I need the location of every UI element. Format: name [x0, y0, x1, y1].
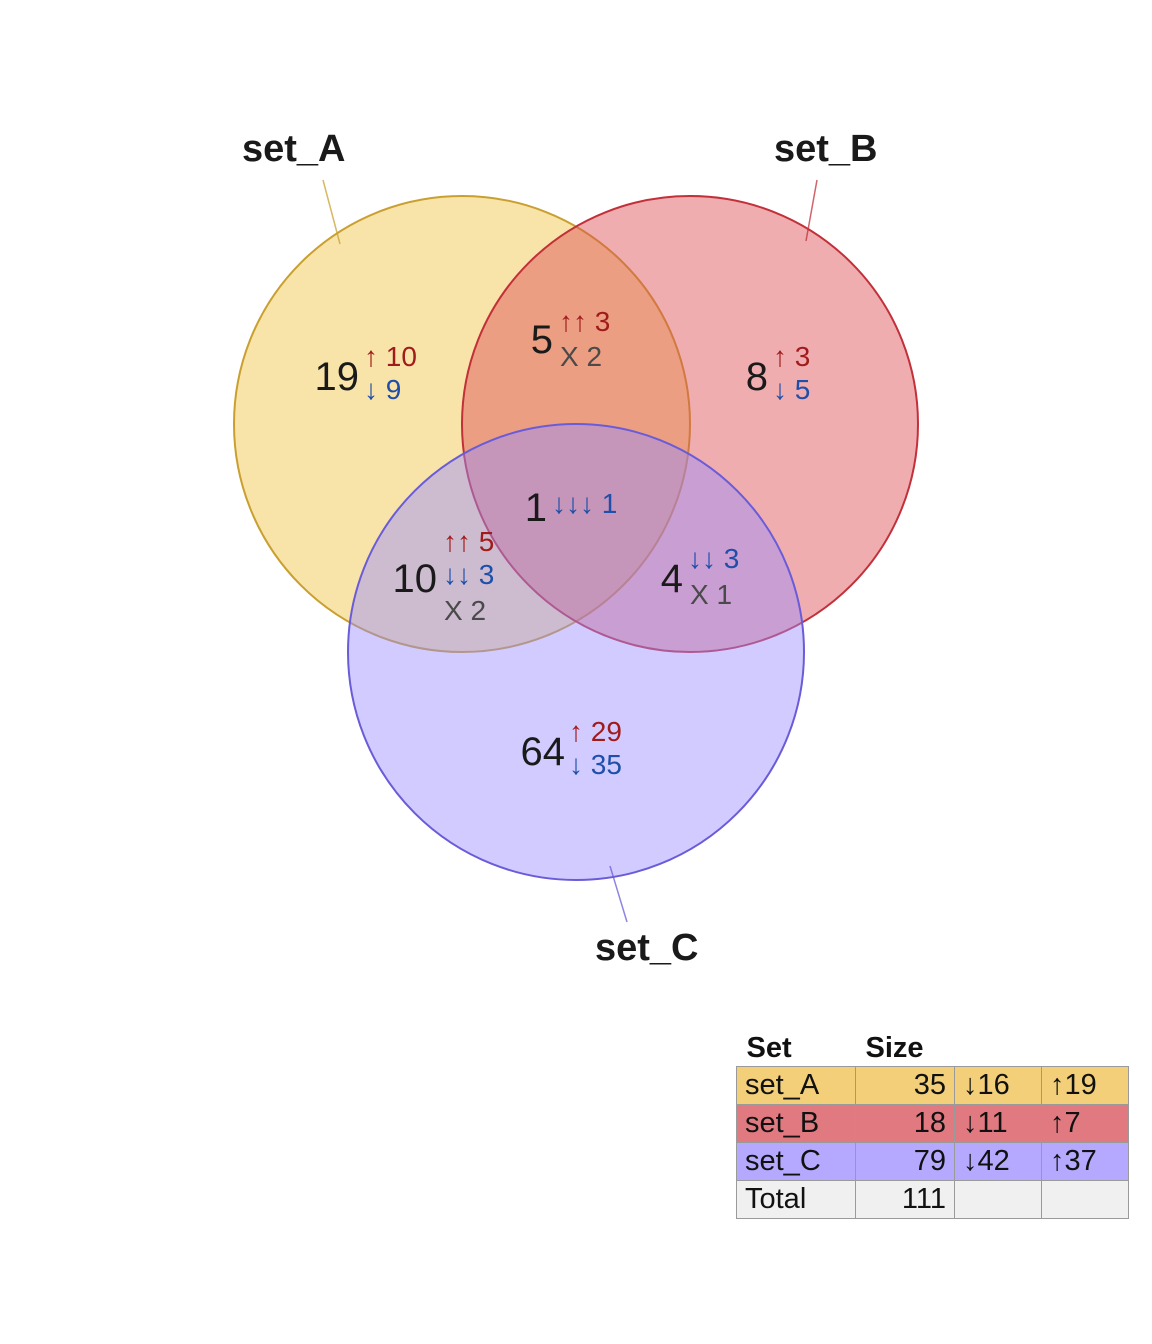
table-cell-up — [1041, 1180, 1129, 1219]
table-cell-size: 35 — [855, 1066, 955, 1105]
table-cell-down — [954, 1180, 1042, 1219]
set-c-label: set_C — [595, 927, 699, 969]
table-cell-size: 79 — [855, 1142, 955, 1181]
region-ab-mixed: X 2 — [560, 341, 602, 372]
region-a-only-count: 19 — [315, 355, 360, 399]
region-abc-down: ↓↓↓ 1 — [552, 488, 617, 519]
table-cell-size: 111 — [855, 1180, 955, 1219]
region-b-only-up: ↑ 3 — [773, 341, 810, 372]
region-b-only-down: ↓ 5 — [773, 374, 810, 405]
table-cell-up: ↑19 — [1041, 1066, 1129, 1105]
region-ac-up: ↑↑ 5 — [443, 526, 494, 557]
region-c-only-down: ↓ 35 — [569, 749, 622, 780]
header-down — [955, 1030, 1042, 1067]
set-a-leader-line — [322, 179, 341, 245]
region-bc-down: ↓↓ 3 — [688, 543, 739, 574]
header-size: Size — [865, 1031, 924, 1064]
table-row: set_A 35 ↓16 ↑19 — [736, 1066, 1129, 1105]
set-b-leader-line — [805, 179, 818, 242]
region-a-only-up: ↑ 10 — [364, 341, 417, 372]
set-b-circle — [461, 195, 919, 653]
table-cell-up: ↑37 — [1041, 1142, 1129, 1181]
table-cell-set: set_B — [736, 1104, 856, 1143]
set-c-circle — [347, 423, 805, 881]
table-cell-up: ↑7 — [1041, 1104, 1129, 1143]
table-row: set_B 18 ↓11 ↑7 — [736, 1104, 1129, 1143]
region-c-only-count: 64 — [521, 730, 566, 774]
region-c-only-up: ↑ 29 — [569, 716, 622, 747]
table-cell-set: set_C — [736, 1142, 856, 1181]
region-ac-count: 10 — [393, 557, 438, 601]
region-ac-mixed: X 2 — [444, 595, 486, 626]
region-bc-count: 4 — [661, 557, 683, 601]
table-cell-down: ↓16 — [954, 1066, 1042, 1105]
set-c-leader-line — [609, 865, 628, 923]
set-b-label: set_B — [774, 128, 878, 170]
table-cell-size: 18 — [855, 1104, 955, 1143]
region-ab-count: 5 — [531, 318, 553, 362]
header-set: Set — [746, 1031, 792, 1064]
table-header-row: Set Size — [737, 1030, 1129, 1067]
table-row: set_C 79 ↓42 ↑37 — [736, 1142, 1129, 1181]
table-cell-down: ↓42 — [954, 1142, 1042, 1181]
table-row: Total 111 — [736, 1180, 1129, 1219]
region-ab-up: ↑↑ 3 — [559, 306, 610, 337]
set-size-table: Set Size set_A 35 ↓16 ↑19 set_B 18 ↓11 ↑… — [736, 1030, 1129, 1219]
region-abc-count: 1 — [525, 486, 547, 530]
table-cell-set: set_A — [736, 1066, 856, 1105]
region-b-only-count: 8 — [746, 355, 768, 399]
table-cell-set: Total — [736, 1180, 856, 1219]
region-a-only-down: ↓ 9 — [364, 374, 401, 405]
header-up — [1042, 1030, 1129, 1067]
venn-diagram: set_A set_B set_C 19 ↑ 10 ↓ 9 8 ↑ 3 ↓ 5 … — [233, 128, 919, 969]
region-ac-down: ↓↓ 3 — [443, 559, 494, 590]
table-cell-down: ↓11 — [954, 1104, 1042, 1143]
region-bc-mixed: X 1 — [690, 579, 732, 610]
set-a-label: set_A — [242, 128, 346, 170]
